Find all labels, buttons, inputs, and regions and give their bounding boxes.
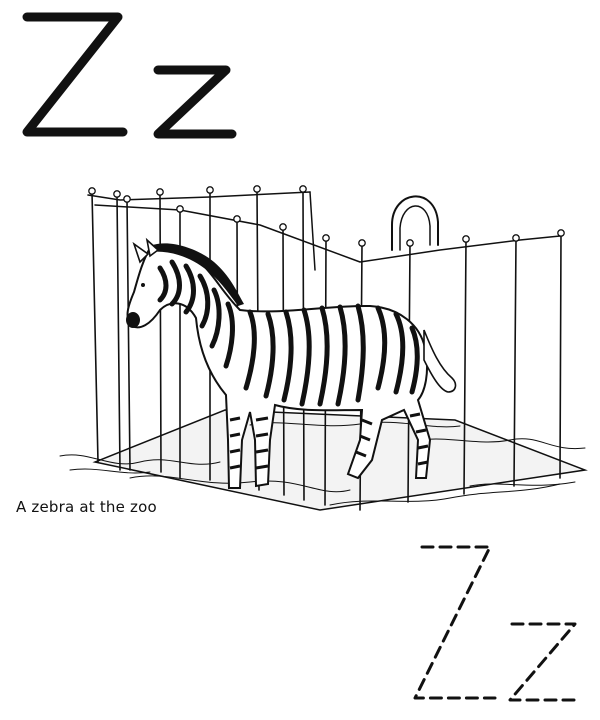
- cage-floor: [59, 409, 588, 511]
- zebra-figure: [126, 237, 457, 489]
- illustration-caption: A zebra at the zoo: [16, 498, 157, 516]
- cage-gate-arch: [391, 195, 439, 251]
- trace-lowercase-letter-z: [508, 622, 580, 702]
- uppercase-letter-z: [22, 12, 128, 137]
- lowercase-letter-z: [153, 65, 237, 139]
- trace-uppercase-letter-z: [413, 545, 497, 700]
- zebra-cage-illustration: [59, 185, 588, 511]
